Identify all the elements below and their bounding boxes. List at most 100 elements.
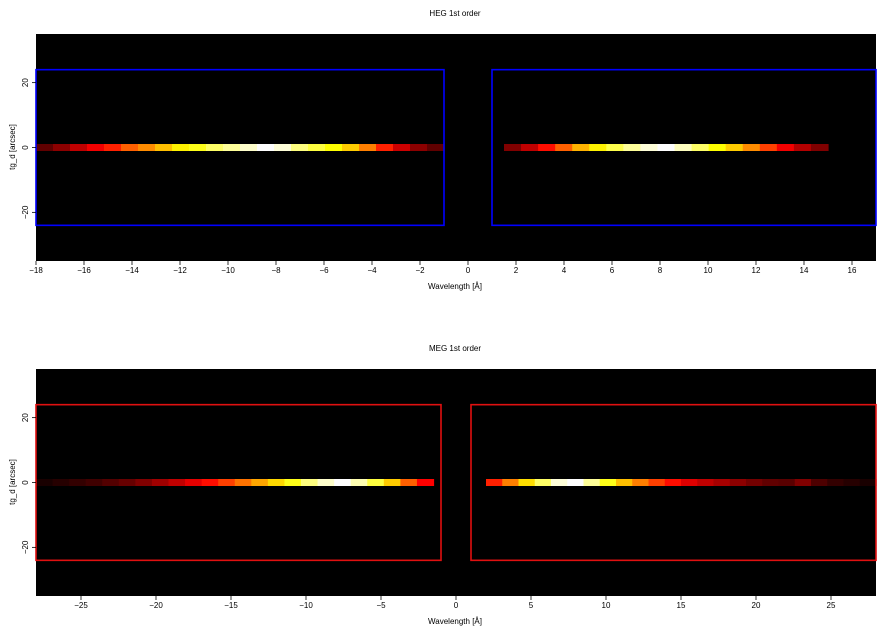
meg-strip-0-segment	[218, 479, 236, 486]
heg-x-tick-label: −12	[173, 266, 187, 275]
heg-x-tick-label: 8	[658, 266, 663, 275]
meg-strip-1-segment	[486, 479, 503, 486]
heg-strip-0-segment	[138, 144, 156, 151]
meg-strip-1-segment	[616, 479, 633, 486]
meg-strip-1-segment	[746, 479, 763, 486]
meg-x-tick-label: −25	[74, 601, 88, 610]
meg-strip-1-segment	[697, 479, 715, 486]
heg-x-tick-label: 16	[848, 266, 857, 275]
heg-x-tick-label: 0	[466, 266, 471, 275]
meg-y-ticks: −20 0 20	[21, 413, 36, 554]
heg-strip-1-segment	[538, 144, 556, 151]
meg-x-tick-label: −15	[224, 601, 238, 610]
heg-strip-1-segment	[708, 144, 727, 151]
heg-y-tick-label: −20	[21, 205, 30, 219]
meg-strip-1-segment	[859, 479, 877, 486]
heg-x-tick-label: −2	[415, 266, 425, 275]
heg-strip-0-segment	[53, 144, 71, 151]
meg-strip-1-segment	[729, 479, 747, 486]
heg-strip-1-segment	[589, 144, 607, 151]
meg-strip-0-segment	[301, 479, 319, 486]
meg-strip-0-segment	[367, 479, 385, 486]
heg-strip-0-segment	[325, 144, 343, 151]
heg-strip-1-segment	[810, 144, 829, 151]
meg-strip-0-segment	[118, 479, 136, 486]
meg-strip-0-segment	[416, 479, 435, 486]
meg-strip-0-segment	[135, 479, 153, 486]
meg-strip-1-segment	[664, 479, 682, 486]
heg-title: HEG 1st order	[429, 9, 480, 18]
heg-x-tick-label: 12	[752, 266, 761, 275]
meg-strip-1-segment	[534, 479, 552, 486]
meg-y-tick-label: 20	[21, 413, 30, 422]
meg-strip-1-segment	[567, 479, 585, 486]
heg-x-tick-label: 10	[704, 266, 713, 275]
heg-x-tick-label: 2	[514, 266, 519, 275]
meg-strip-1-segment	[827, 479, 845, 486]
meg-y-tick-label: −20	[21, 540, 30, 554]
meg-y-tick-label: 0	[21, 480, 30, 485]
meg-strip-1-segment	[551, 479, 568, 486]
meg-x-tick-label: −10	[299, 601, 313, 610]
meg-x-tick-label: 5	[529, 601, 534, 610]
heg-strip-0-segment	[87, 144, 105, 151]
heg-strip-0-segment	[206, 144, 224, 151]
heg-x-tick-label: −14	[125, 266, 139, 275]
heg-x-tick-label: 14	[800, 266, 809, 275]
heg-y-tick-label: 0	[21, 145, 30, 150]
heg-strip-0-segment	[155, 144, 173, 151]
meg-region-box-1	[470, 403, 877, 562]
heg-strip-1-segment	[606, 144, 624, 151]
meg-y-axis-label: tg_d [arcsec]	[8, 459, 17, 505]
meg-strip-1-segment	[794, 479, 812, 486]
meg-strip-1-segment	[843, 479, 861, 486]
meg-strip-0-segment	[350, 479, 368, 486]
heg-strip-0-segment	[291, 144, 309, 151]
heg-x-tick-label: −6	[319, 266, 329, 275]
meg-strip-1-segment	[648, 479, 666, 486]
heg-strip-1-segment	[674, 144, 693, 151]
heg-strip-1-segment	[793, 144, 812, 151]
heg-strip-1-segment	[521, 144, 539, 151]
heg-strip-1-segment	[623, 144, 642, 151]
meg-strip-0-segment	[201, 479, 219, 486]
heg-strip-0-segment	[223, 144, 241, 151]
meg-strip-0-segment	[400, 479, 418, 486]
heg-strip-1-segment	[640, 144, 659, 151]
heg-strip-0-segment	[104, 144, 122, 151]
meg-strip-0-segment	[284, 479, 302, 486]
heg-strip-0-segment	[240, 144, 258, 151]
meg-strip-0-segment	[85, 479, 103, 486]
meg-x-tick-label: 10	[602, 601, 611, 610]
heg-strip-0-segment	[410, 144, 428, 151]
meg-spectrum-strips	[36, 479, 877, 486]
meg-strip-0-segment	[317, 479, 335, 486]
heg-strip-0-segment	[393, 144, 411, 151]
meg-x-tick-label: 0	[454, 601, 459, 610]
meg-strip-0-segment	[383, 479, 401, 486]
heg-strip-0-segment	[274, 144, 292, 151]
meg-x-axis-label: Wavelength [Å]	[428, 617, 482, 626]
meg-strip-1-segment	[762, 479, 780, 486]
heg-strip-0-segment	[172, 144, 190, 151]
meg-x-tick-label: 20	[752, 601, 761, 610]
heg-x-axis-label: Wavelength [Å]	[428, 282, 482, 291]
heg-panel: HEG 1st order −18 −16 −14 −12 −10 −8 −6 −4 −2 0 2 4…	[8, 9, 877, 291]
meg-strip-0-segment	[251, 479, 269, 486]
meg-strip-1-segment	[502, 479, 520, 486]
heg-strip-1-segment	[725, 144, 744, 151]
heg-strip-0-segment	[121, 144, 139, 151]
heg-x-tick-label: −8	[271, 266, 281, 275]
heg-x-tick-label: −10	[221, 266, 235, 275]
meg-x-tick-label: −5	[376, 601, 386, 610]
meg-strip-0-segment	[234, 479, 252, 486]
meg-title: MEG 1st order	[429, 344, 481, 353]
meg-strip-0-segment	[334, 479, 352, 486]
meg-strip-0-segment	[36, 479, 54, 486]
meg-strip-1-segment	[681, 479, 698, 486]
meg-strip-1-segment	[778, 479, 796, 486]
heg-x-tick-label: 6	[610, 266, 615, 275]
heg-strip-0-segment	[189, 144, 207, 151]
heg-x-tick-label: −18	[29, 266, 43, 275]
